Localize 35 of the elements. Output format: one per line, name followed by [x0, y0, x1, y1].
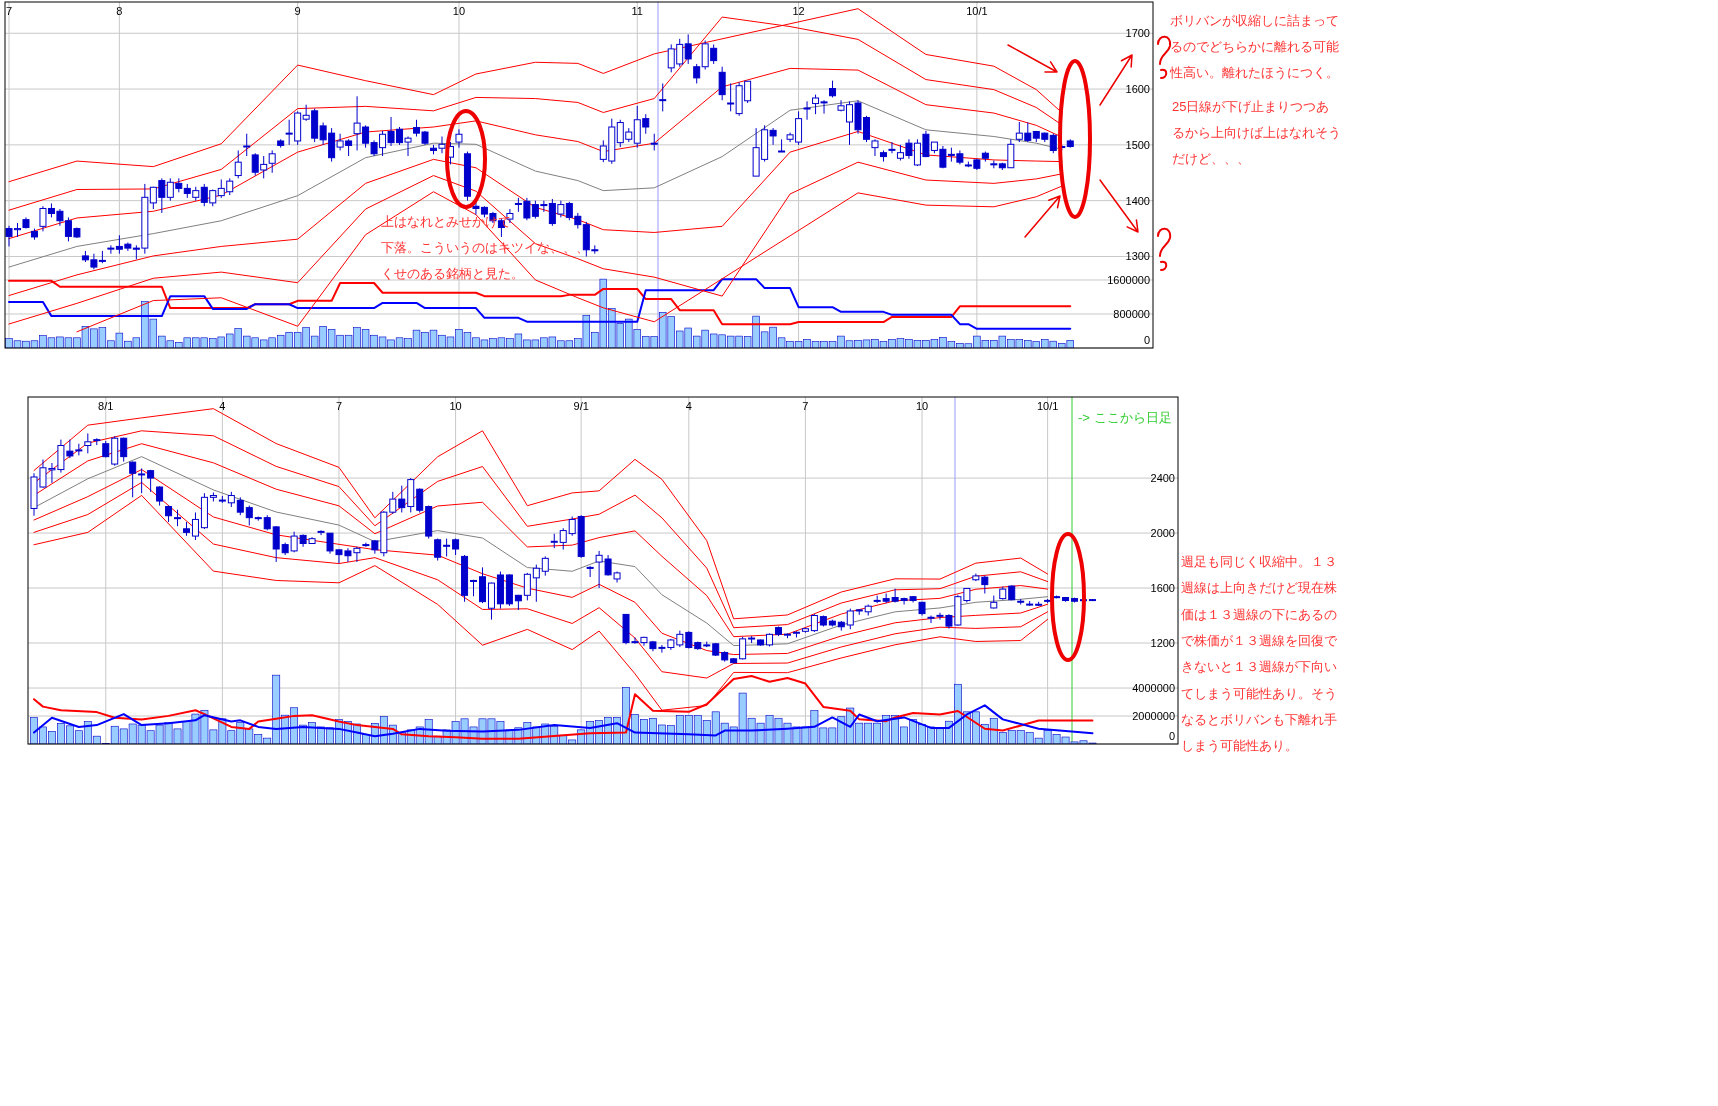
y-tick-label: 2400: [1150, 472, 1175, 485]
x-tick-label: 10/1: [1036, 400, 1059, 412]
x-tick-label: 8: [116, 5, 123, 17]
y-tick-label: 1600: [1150, 582, 1175, 595]
x-tick-label: 7: [335, 400, 343, 412]
x-tick-label: 9/1: [573, 400, 589, 412]
annotation: -> ここから日足: [1078, 410, 1172, 425]
y2-tick-label: 800000: [1113, 308, 1150, 320]
y-tick-label: 1600: [1125, 83, 1150, 96]
text: ボリバンが収縮しに詰まってるのでどちらかに離れる可能性高い。離れたほうにつく。: [1169, 13, 1339, 80]
x-tick-label: 4: [219, 400, 226, 412]
y-tick-label: 1200: [1150, 636, 1175, 649]
x-tick-label: 10: [449, 400, 462, 412]
y2-tick-label: 4000000: [1132, 682, 1175, 695]
x-tick-label: 7: [5, 5, 13, 17]
y-tick-label: 1700: [1125, 27, 1150, 40]
y2-tick-label: 2000000: [1132, 710, 1175, 723]
y2-tick-label: 1600000: [1107, 273, 1150, 286]
y-tick-label: 2000: [1150, 527, 1175, 540]
x-tick-label: 10: [915, 400, 929, 412]
x-tick-label: 9: [294, 5, 301, 17]
text: 週足も同じく収縮中。１３週線は上向きだけど現在株価は１３週線の下にあるので株価が１３週線を回復できないと１３週線が下向いてしまう可能性あり。そうなるとボリバンも下離れ手しまう可能性あり。: [1181, 554, 1338, 754]
x-tick-label: 12: [792, 5, 805, 17]
x-tick-label: 7: [802, 400, 809, 412]
y2-tick-label: 0: [1143, 334, 1150, 346]
text: 25日線が下げ止まりつつあるから上向けば上はなれそうだけど、、、: [1172, 99, 1341, 166]
y2-tick-label: 0: [1168, 730, 1175, 742]
x-tick-label: 4: [685, 400, 692, 412]
x-tick-label: 8/1: [98, 400, 114, 412]
y-tick-label: 1300: [1125, 250, 1150, 263]
x-tick-label: 11: [631, 5, 643, 17]
y-tick-label: 1500: [1125, 138, 1150, 151]
x-tick-label: 10/1: [966, 5, 988, 17]
y-tick-label: 1400: [1125, 194, 1150, 207]
x-tick-label: 10: [452, 5, 466, 17]
